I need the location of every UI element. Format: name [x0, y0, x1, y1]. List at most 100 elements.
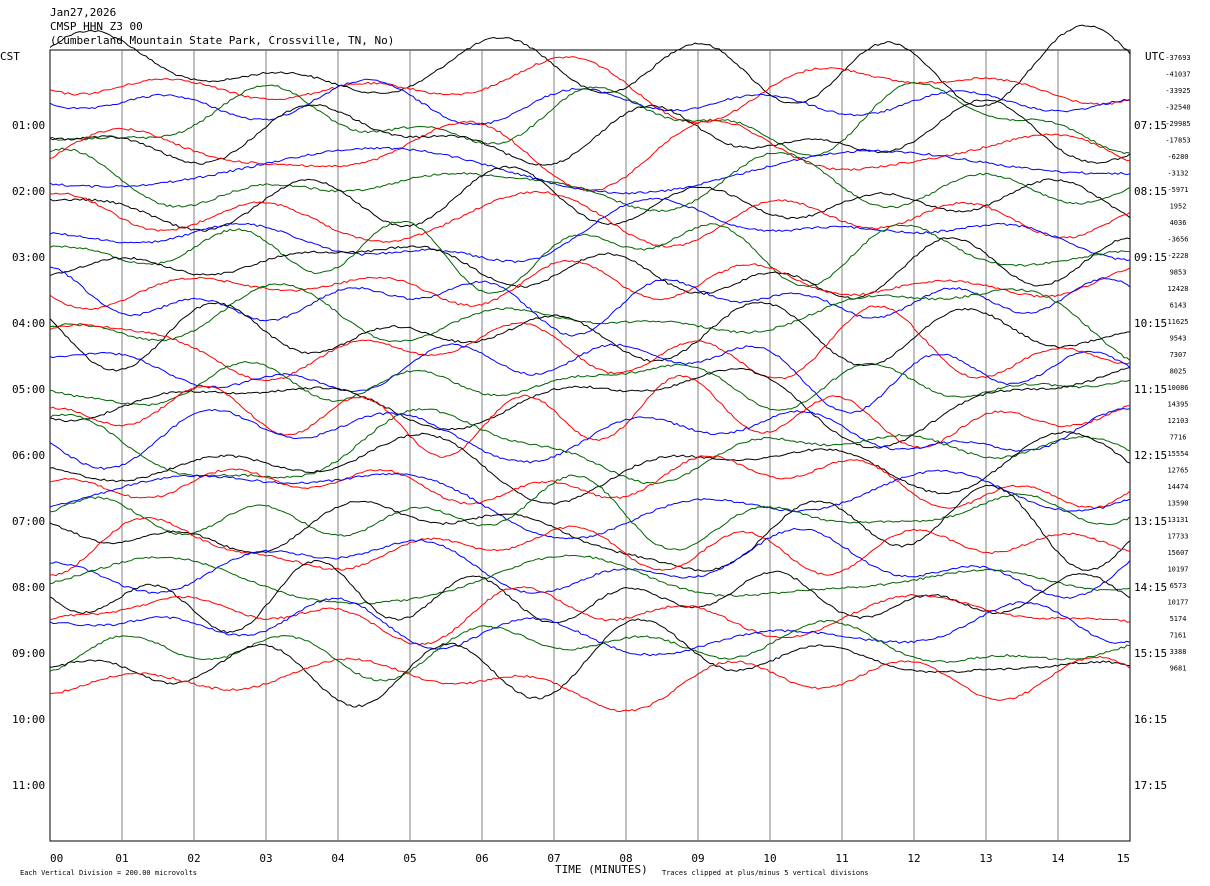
left-hour-label: 04:00 — [12, 317, 45, 330]
trace-offset-label: 13590 — [1167, 500, 1188, 508]
right-hour-label: 16:15 — [1134, 713, 1167, 726]
x-tick-label: 08 — [619, 852, 632, 865]
trace-offset-label: 10177 — [1167, 599, 1188, 607]
trace-line — [49, 374, 1131, 458]
x-tick-label: 05 — [403, 852, 416, 865]
trace-offset-label: 7307 — [1170, 351, 1187, 359]
left-hour-label: 10:00 — [12, 713, 45, 726]
trace-line — [49, 99, 1131, 166]
right-hour-label: 12:15 — [1134, 449, 1167, 462]
right-hour-label: 11:15 — [1134, 383, 1167, 396]
trace-line — [49, 78, 1131, 126]
left-hour-label: 08:00 — [12, 581, 45, 594]
x-tick-label: 12 — [907, 852, 920, 865]
right-hour-label: 08:15 — [1134, 185, 1167, 198]
trace-line — [49, 516, 1131, 577]
trace-offset-label: 15554 — [1167, 450, 1188, 458]
trace-line — [49, 408, 1131, 485]
trace-line — [49, 619, 1131, 682]
trace-offset-label: 12765 — [1167, 467, 1188, 475]
plot-frame — [49, 49, 1131, 842]
trace-offset-label: 9681 — [1170, 665, 1187, 673]
trace-offset-label: 1952 — [1170, 203, 1187, 211]
trace-line — [49, 455, 1131, 509]
trace-offset-label: 5174 — [1170, 615, 1187, 623]
trace-layer — [49, 24, 1131, 713]
left-hour-label: 09:00 — [12, 647, 45, 660]
trace-line — [49, 146, 1131, 195]
label-layer: 00 01 02 03 04 05 06 07 08 09 10 11 12 13 14 15 01:00 02:… — [12, 54, 1191, 865]
trace-offset-label: -3132 — [1167, 170, 1188, 178]
x-tick-label: 02 — [187, 852, 200, 865]
header-date: Jan27,2026 — [50, 6, 116, 19]
trace-offset-label: 6143 — [1170, 302, 1187, 310]
x-axis-title: TIME (MINUTES) — [555, 863, 648, 876]
right-axis-label: UTC — [1145, 50, 1165, 63]
x-tick-label: 06 — [475, 852, 488, 865]
left-axis-label: CST — [0, 50, 20, 63]
trace-offset-label: -32540 — [1165, 104, 1190, 112]
trace-offset-label: -37693 — [1165, 54, 1190, 62]
trace-line — [49, 119, 1131, 191]
trace-offset-label: 7161 — [1170, 632, 1187, 640]
trace-offset-label: 9853 — [1170, 269, 1187, 277]
trace-offset-label: -17853 — [1165, 137, 1190, 145]
right-hour-label: 09:15 — [1134, 251, 1167, 264]
x-tick-label: 15 — [1117, 852, 1130, 865]
right-hour-label: 14:15 — [1134, 581, 1167, 594]
x-tick-label: 09 — [691, 852, 704, 865]
trace-offset-label: 3388 — [1170, 648, 1187, 656]
trace-line — [49, 484, 1131, 572]
header-location: (Cumberland Mountain State Park, Crossvi… — [50, 34, 394, 47]
trace-offset-label: 17733 — [1167, 533, 1188, 541]
trace-line — [49, 430, 1131, 505]
trace-offset-label: 6573 — [1170, 582, 1187, 590]
trace-line — [49, 618, 1131, 708]
trace-offset-label: -3656 — [1167, 236, 1188, 244]
left-hour-label: 11:00 — [12, 779, 45, 792]
trace-line — [49, 469, 1131, 540]
x-tick-label: 14 — [1051, 852, 1065, 865]
trace-line — [49, 81, 1131, 157]
trace-offset-label: 12103 — [1167, 417, 1188, 425]
trace-line — [49, 283, 1131, 362]
header-station: CMSP HHN Z3 00 — [50, 20, 143, 33]
x-tick-label: 00 — [50, 852, 63, 865]
scale-note: Each Vertical Division = 200.00 microvol… — [20, 869, 197, 877]
clip-note: Traces clipped at plus/minus 5 vertical … — [662, 869, 869, 877]
right-hour-label: 13:15 — [1134, 515, 1167, 528]
trace-line — [49, 586, 1131, 646]
trace-line — [49, 360, 1131, 411]
trace-offset-label: -2228 — [1167, 252, 1188, 260]
x-tick-label: 03 — [259, 852, 272, 865]
trace-line — [49, 305, 1131, 382]
left-hour-label: 01:00 — [12, 119, 45, 132]
trace-line — [49, 343, 1131, 414]
trace-offset-label: 4036 — [1170, 219, 1187, 227]
x-tick-label: 13 — [979, 852, 992, 865]
trace-offset-label: 14474 — [1167, 483, 1188, 491]
trace-offset-label: -29985 — [1165, 120, 1190, 128]
right-hour-label: 15:15 — [1134, 647, 1167, 660]
x-tick-label: 10 — [763, 852, 776, 865]
left-hour-label: 07:00 — [12, 515, 45, 528]
left-hour-label: 05:00 — [12, 383, 45, 396]
trace-line — [49, 56, 1131, 124]
trace-offset-label: -33925 — [1165, 87, 1190, 95]
x-tick-label: 11 — [835, 852, 848, 865]
trace-offset-label: -41037 — [1165, 71, 1190, 79]
left-hour-label: 02:00 — [12, 185, 45, 198]
trace-offset-label: 14395 — [1167, 401, 1188, 409]
trace-line — [49, 237, 1131, 300]
trace-line — [49, 259, 1131, 311]
trace-offset-label: 13131 — [1167, 516, 1188, 524]
trace-offset-label: 10197 — [1167, 566, 1188, 574]
trace-line — [50, 527, 1131, 599]
trace-line — [49, 197, 1131, 264]
grid-layer — [49, 49, 1131, 842]
trace-line — [49, 221, 1131, 294]
trace-line — [49, 367, 1131, 449]
trace-line — [49, 266, 1131, 337]
trace-line — [49, 147, 1131, 213]
